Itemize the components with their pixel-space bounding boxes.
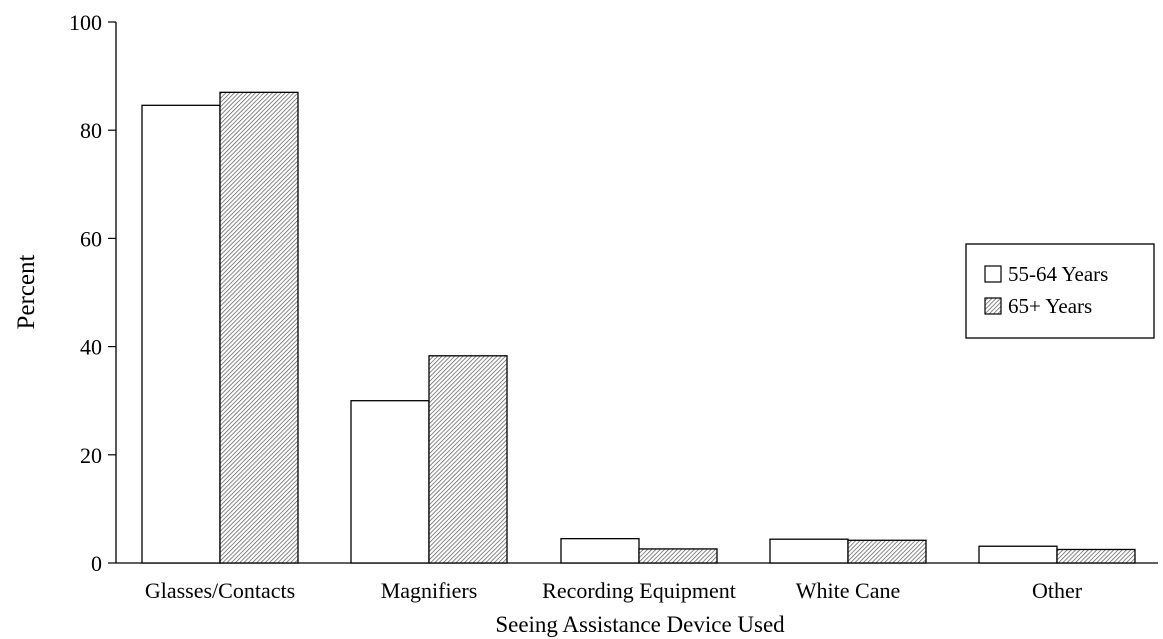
bar-55-64-glasses-contacts [141, 104, 221, 564]
x-category-label: Magnifiers [381, 578, 478, 603]
bar-65plus-recording-equipment [638, 548, 718, 564]
x-category-label: White Cane [796, 578, 900, 603]
bar-65plus-other [1056, 548, 1136, 564]
legend-box [965, 243, 1155, 339]
x-category-label: Recording Equipment [542, 578, 736, 603]
plot-area: 0 20 40 60 80 100 Glasses/Contacts Magnifiers Re… [69, 10, 1158, 603]
y-tick-label: 80 [80, 118, 102, 143]
bar-65plus-white-cane [847, 539, 927, 564]
y-tick-label: 40 [80, 335, 102, 360]
bar-55-64-magnifiers [350, 400, 430, 564]
y-tick-label: 100 [69, 10, 102, 35]
x-category-label: Glasses/Contacts [145, 578, 295, 603]
y-tick-label: 60 [80, 226, 102, 251]
bar-55-64-white-cane [769, 538, 849, 564]
legend-label: 55-64 Years [1008, 262, 1108, 286]
bar-55-64-other [978, 545, 1058, 564]
y-tick-label: 0 [91, 551, 102, 576]
y-axis-title: Percent [13, 254, 40, 329]
bar-55-64-recording-equipment [560, 538, 640, 564]
legend: 55-64 Years 65+ Years [965, 243, 1155, 339]
x-category-label: Other [1032, 578, 1083, 603]
legend-swatch [984, 265, 1002, 283]
y-tick-label: 20 [80, 443, 102, 468]
bar-65plus-glasses-contacts [219, 91, 299, 564]
legend-label: 65+ Years [1008, 294, 1092, 318]
legend-swatch [984, 297, 1002, 315]
bar-65plus-magnifiers [428, 355, 508, 564]
x-axis-title: Seeing Assistance Device Used [495, 612, 785, 637]
